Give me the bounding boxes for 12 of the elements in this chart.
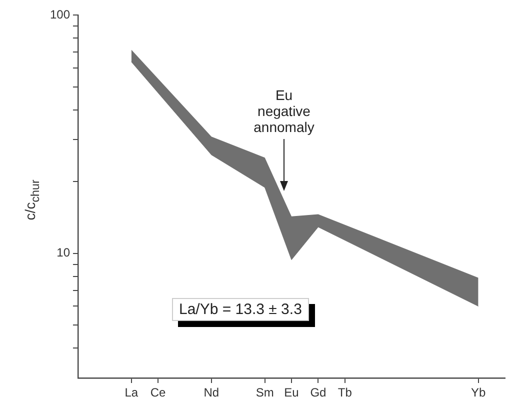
x-tick-label: Gd [310, 386, 326, 400]
x-tick-label: La [124, 386, 138, 400]
x-tick-label: Tb [338, 386, 352, 400]
y-tick-label: 100 [50, 7, 70, 22]
x-tick-label: Nd [204, 386, 220, 400]
x-tick-label: Sm [256, 386, 274, 400]
annotation: La/Yb = 13.3 ± 3.3 [172, 298, 309, 321]
annotation: Eu negative annomaly [252, 87, 316, 135]
x-tick-label: Ce [150, 386, 166, 400]
x-tick-label: Yb [470, 386, 486, 400]
y-tick-label: 10 [56, 246, 70, 260]
x-tick-label: Eu [284, 386, 299, 400]
